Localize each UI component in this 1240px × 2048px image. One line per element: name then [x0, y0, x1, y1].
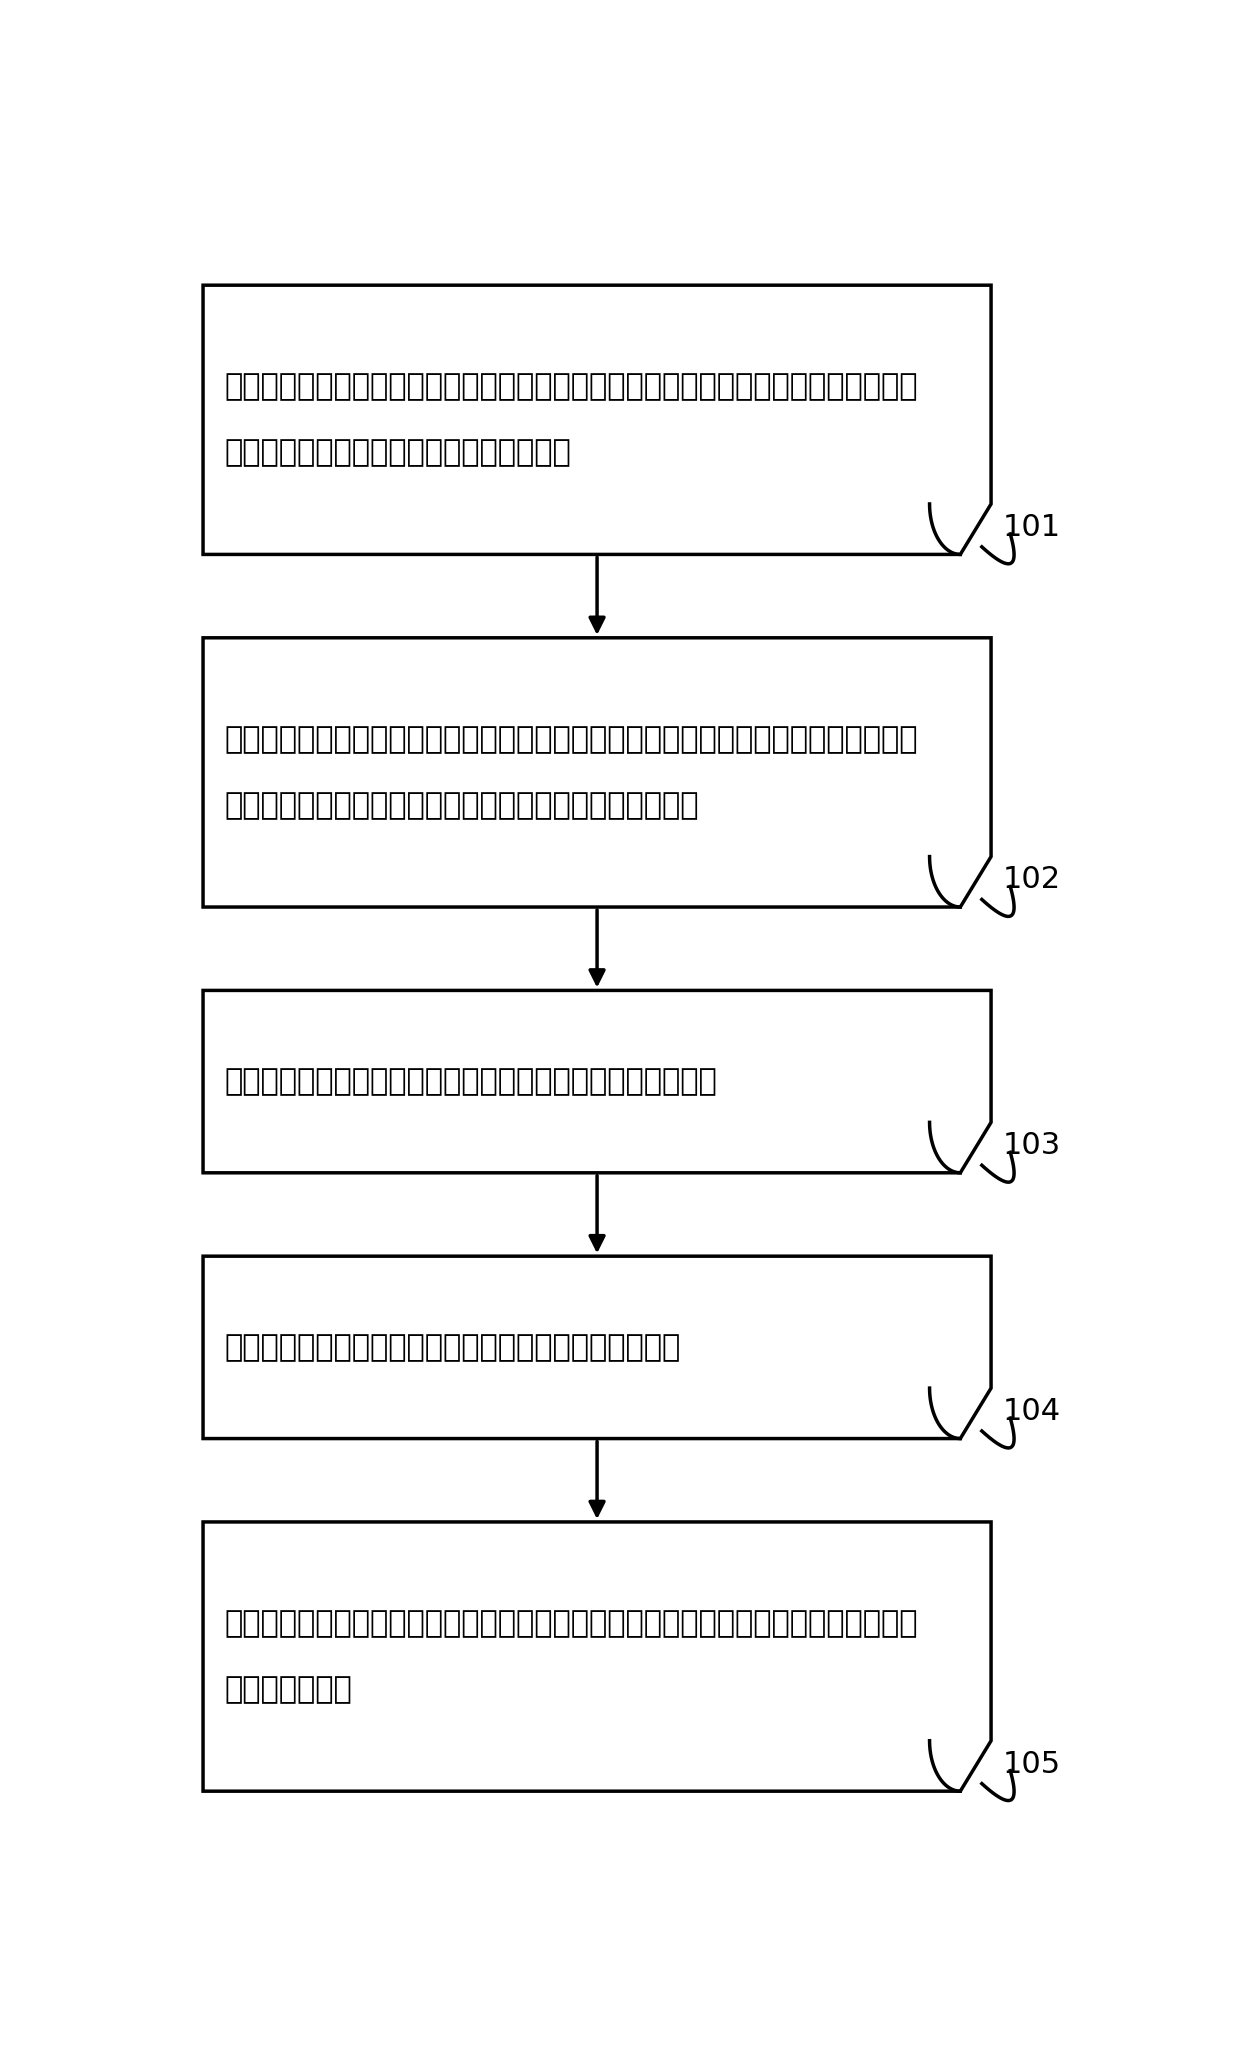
Polygon shape [203, 637, 991, 907]
Polygon shape [203, 991, 991, 1174]
Text: 有显示区和非显示区，非显示区围绕显示区: 有显示区和非显示区，非显示区围绕显示区 [224, 438, 570, 467]
Text: 提供一显示屏，显示屏具有一显示面以及围合于所述显示面周缘的侧面，显示面上设置: 提供一显示屏，显示屏具有一显示面以及围合于所述显示面周缘的侧面，显示面上设置 [224, 373, 918, 401]
Polygon shape [203, 1522, 991, 1792]
Text: 至少覆盖显示区: 至少覆盖显示区 [224, 1675, 352, 1704]
Text: 所述显示屏上镀光学膜，所述光学膜具有遮光部和透光部，所述透光部对应层叠于所述: 所述显示屏上镀光学膜，所述光学膜具有遮光部和透光部，所述透光部对应层叠于所述 [224, 725, 918, 754]
Text: 102: 102 [1003, 866, 1060, 895]
Text: 显示区，所述遮光部对应层叠于所述侧面和所述非显示区上: 显示区，所述遮光部对应层叠于所述侧面和所述非显示区上 [224, 791, 698, 819]
Text: 104: 104 [1003, 1397, 1060, 1425]
Text: 提供一透明保护板，透明保护板具有至少覆盖显示区的下表面: 提供一透明保护板，透明保护板具有至少覆盖显示区的下表面 [224, 1067, 717, 1096]
Text: 103: 103 [1003, 1130, 1061, 1159]
Polygon shape [203, 285, 991, 555]
Text: 将透明保护板和边框共同固定与光学膜上，并设置边框凸缘对应遮蔽非显示区，下表面: 将透明保护板和边框共同固定与光学膜上，并设置边框凸缘对应遮蔽非显示区，下表面 [224, 1610, 918, 1638]
Text: 采用注射成型工艺加工出一边框，边框内侧具有边框凸缘: 采用注射成型工艺加工出一边框，边框内侧具有边框凸缘 [224, 1333, 681, 1362]
Polygon shape [203, 1255, 991, 1438]
Text: 105: 105 [1003, 1749, 1060, 1778]
Text: 101: 101 [1003, 512, 1060, 543]
